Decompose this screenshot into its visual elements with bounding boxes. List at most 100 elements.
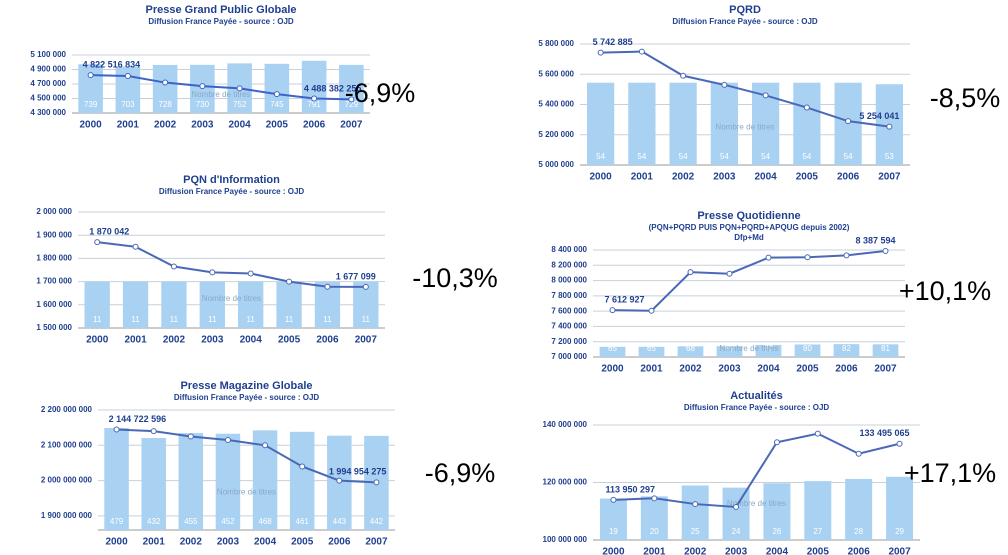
y-tick-label: 1 800 000 [36,254,72,263]
line-point [726,270,733,277]
bar [161,281,187,328]
x-tick-label: 2003 [217,537,240,548]
y-tick-label: 5 800 000 [538,39,574,48]
change-label: +10,1% [899,276,991,306]
x-tick-label: 2007 [888,547,911,555]
line-point [638,48,645,55]
line-point [262,442,269,449]
x-tick-label: 2004 [757,364,780,375]
y-tick-label: 7 400 000 [551,322,587,331]
line-point [336,477,343,484]
bar-label: 432 [147,517,161,526]
bar-label: 54 [802,152,811,161]
bar [716,346,743,357]
y-tick-label: 5 600 000 [538,69,574,78]
y-tick-label: 140 000 000 [543,420,588,429]
line-point [804,254,811,261]
line-point [150,428,157,435]
line-point [373,479,380,486]
line-point [170,263,177,270]
bar-label: 65 [647,344,656,353]
y-tick-label: 1 900 000 000 [41,511,93,520]
bar-label: 745 [270,100,284,109]
bar-label: 11 [208,315,217,324]
y-tick-label: 7 200 000 [551,337,587,346]
bar-label: 54 [596,152,605,161]
annotation: 1 870 042 [89,227,129,237]
bar-label: 11 [131,315,140,324]
annotation: 5 742 885 [593,37,633,47]
line-point [803,104,810,111]
change-label: -6,9% [425,458,496,488]
bar-label: 25 [691,527,700,536]
bar-label: 27 [813,527,822,536]
change-label: -8,5% [930,83,1001,113]
y-tick-label: 2 000 000 000 [41,476,93,485]
x-tick-label: 2005 [266,120,289,131]
bar-label: 729 [345,100,359,109]
chart-title: Presse Quotidienne [697,210,800,222]
x-tick-label: 2003 [201,335,224,346]
x-tick-label: 2004 [755,172,778,183]
x-tick-label: 2005 [807,547,830,555]
line [97,241,366,288]
bar [755,344,782,357]
line-point [843,252,850,259]
y-tick-label: 5 400 000 [538,100,574,109]
bar [677,346,704,357]
y-tick-label: 4 300 000 [30,108,66,117]
change-label: +17,1% [904,458,996,488]
line-point [762,92,769,99]
y-tick-label: 2 000 000 [36,207,72,216]
line-point [687,269,694,276]
y-tick-label: 1 700 000 [36,277,72,286]
y-tick-label: 120 000 000 [543,478,588,487]
bar [152,64,178,113]
bar-series-name: Nombre de titres [715,122,774,131]
line-point [882,247,889,254]
y-tick-label: 5 000 000 [538,160,574,169]
y-tick-label: 1 600 000 [36,300,72,309]
x-tick-label: 2002 [679,364,702,375]
bar-label: 11 [93,315,102,324]
y-tick-label: 4 500 000 [30,94,66,103]
y-tick-label: 4 900 000 [30,65,66,74]
bar-series-name: Nombre de titres [727,499,786,508]
chart-subtitle: Diffusion France Payée - source : OJD [684,403,830,412]
bar-label: 11 [323,315,332,324]
line-point [94,239,101,246]
x-tick-label: 2006 [316,335,339,346]
bar [84,281,110,328]
line-point [348,96,355,103]
bar-label: 11 [247,315,256,324]
x-tick-label: 2000 [105,537,128,548]
x-tick-label: 2000 [602,547,625,555]
x-tick-label: 2002 [154,120,177,131]
bar [599,498,627,540]
bar-label: 54 [761,152,770,161]
bar [886,476,914,540]
line-point [273,91,280,98]
y-tick-label: 1 500 000 [36,323,72,332]
bar-label: 452 [221,517,235,526]
x-tick-label: 2000 [86,335,109,346]
bar-label: 791 [307,100,321,109]
bar-label: 54 [679,152,688,161]
y-tick-label: 1 900 000 [36,230,72,239]
bar [638,346,665,357]
bar-label: 730 [196,100,210,109]
line-point [597,49,604,56]
x-tick-label: 2005 [796,172,819,183]
chart-title: PQRD [729,4,761,16]
bar [793,82,821,165]
line-point [362,283,369,290]
line [116,428,377,484]
chart-subtitle: Diffusion France Payée - source : OJD [159,187,305,196]
line-point [87,72,94,79]
x-tick-label: 2005 [291,537,314,548]
bar [289,431,315,530]
x-tick-label: 2000 [601,364,624,375]
line-point [886,123,893,130]
x-tick-label: 2006 [848,547,871,555]
